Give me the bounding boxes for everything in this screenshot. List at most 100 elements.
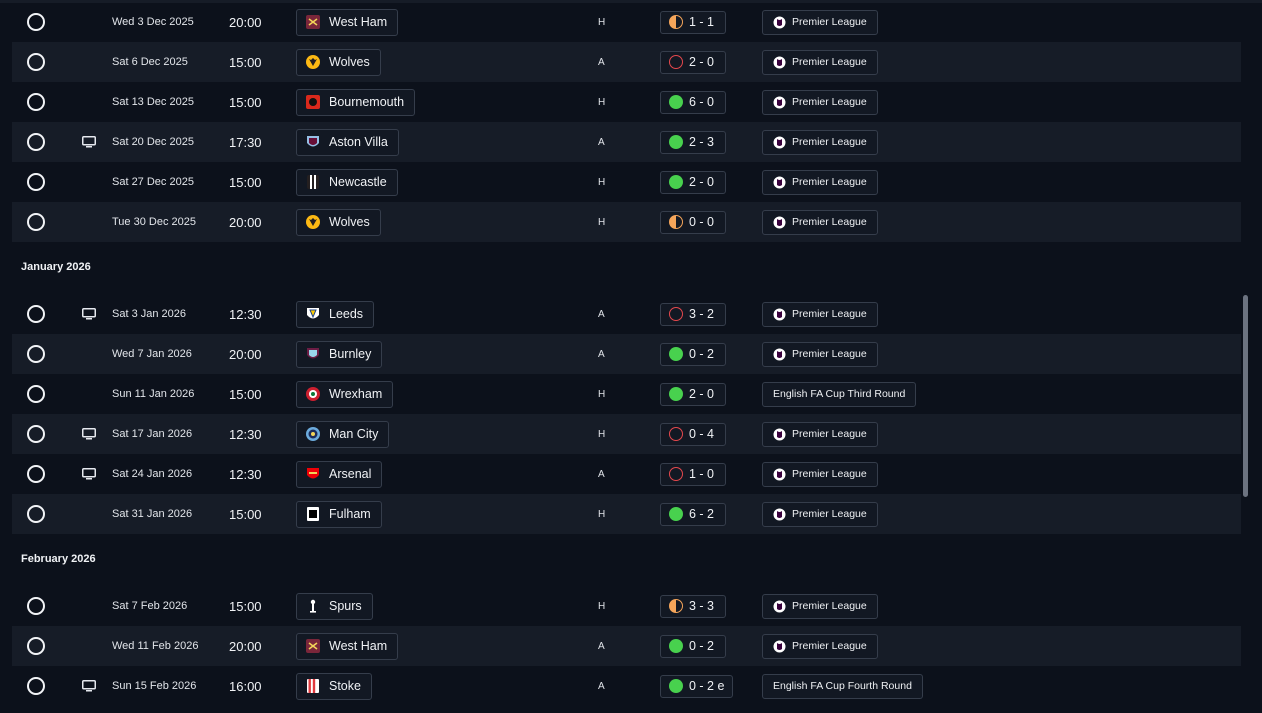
result-button[interactable]: 1 - 1	[660, 10, 726, 34]
fixture-row[interactable]: Sun 15 Feb 2026 16:00 Stoke A 0 - 2 e	[12, 666, 1241, 706]
unchecked-circle-icon[interactable]	[27, 133, 45, 151]
opponent-button[interactable]: Newcastle	[296, 168, 398, 196]
unchecked-circle-icon[interactable]	[27, 597, 45, 615]
unchecked-circle-icon[interactable]	[27, 465, 45, 483]
fixture-check-cell[interactable]	[27, 666, 49, 706]
competition-button[interactable]: Premier League	[762, 501, 878, 527]
fixture-check-cell[interactable]	[27, 626, 49, 666]
scrollbar-thumb[interactable]	[1243, 295, 1248, 497]
fixture-check-cell[interactable]	[27, 42, 49, 82]
result-button[interactable]: 1 - 0	[660, 462, 726, 486]
fixture-row[interactable]: Sat 7 Feb 2026 15:00 Spurs H 3 - 3	[12, 586, 1241, 626]
opponent-button[interactable]: Man City	[296, 420, 390, 448]
fixture-row[interactable]: Wed 11 Feb 2026 20:00 West Ham A 0 - 2	[12, 626, 1241, 666]
opponent-button[interactable]: Spurs	[296, 592, 373, 620]
unchecked-circle-icon[interactable]	[27, 93, 45, 111]
result-button[interactable]: 0 - 2	[660, 342, 726, 366]
opponent-button[interactable]: Wolves	[296, 208, 381, 236]
unchecked-circle-icon[interactable]	[27, 213, 45, 231]
unchecked-circle-icon[interactable]	[27, 677, 45, 695]
fixture-row[interactable]: Sun 11 Jan 2026 15:00 Wrexham H 2 - 0	[12, 374, 1241, 414]
result-button[interactable]: 6 - 2	[660, 502, 726, 526]
fixture-check-cell[interactable]	[27, 162, 49, 202]
competition-button[interactable]: Premier League	[762, 169, 878, 195]
result-cell: 3 - 3	[660, 586, 726, 626]
fixture-row[interactable]: Sat 13 Dec 2025 15:00 Bournemouth H 6 - …	[12, 82, 1241, 122]
fixture-check-cell[interactable]	[27, 122, 49, 162]
competition-button[interactable]: Premier League	[762, 421, 878, 447]
opponent-button[interactable]: Fulham	[296, 500, 382, 528]
fixture-check-cell[interactable]	[27, 334, 49, 374]
opponent-button[interactable]: West Ham	[296, 632, 399, 660]
fixture-check-cell[interactable]	[27, 414, 49, 454]
fixture-row[interactable]: Sat 27 Dec 2025 15:00 Newcastle H 2 - 0	[12, 162, 1241, 202]
competition-button[interactable]: Premier League	[762, 49, 878, 75]
competition-button[interactable]: Premier League	[762, 461, 878, 487]
result-cell: 1 - 1	[660, 2, 726, 42]
opponent-cell: Burnley	[296, 334, 383, 374]
competition-button[interactable]: Premier League	[762, 341, 878, 367]
unchecked-circle-icon[interactable]	[27, 305, 45, 323]
opponent-button[interactable]: Arsenal	[296, 460, 383, 488]
fixture-row[interactable]: Sat 17 Jan 2026 12:30 Man City H 0 - 4	[12, 414, 1241, 454]
unchecked-circle-icon[interactable]	[27, 637, 45, 655]
competition-button[interactable]: English FA Cup Fourth Round	[762, 673, 923, 699]
opponent-button[interactable]: Stoke	[296, 672, 372, 700]
result-button[interactable]: 2 - 0	[660, 50, 726, 74]
fixture-check-cell[interactable]	[27, 454, 49, 494]
fixture-row[interactable]: Tue 30 Dec 2025 20:00 Wolves H 0 - 0	[12, 202, 1241, 242]
score: 2 - 3	[689, 135, 715, 149]
unchecked-circle-icon[interactable]	[27, 505, 45, 523]
competition-button[interactable]: Premier League	[762, 301, 878, 327]
opponent-name: Wolves	[329, 215, 370, 229]
competition-button[interactable]: English FA Cup Third Round	[762, 381, 917, 407]
opponent-button[interactable]: Wrexham	[296, 380, 394, 408]
fixture-check-cell[interactable]	[27, 2, 49, 42]
opponent-button[interactable]: Wolves	[296, 48, 381, 76]
opponent-button[interactable]: West Ham	[296, 8, 399, 36]
fixture-row[interactable]: Wed 7 Jan 2026 20:00 Burnley A 0 - 2	[12, 334, 1241, 374]
fixture-row[interactable]: Sat 6 Dec 2025 15:00 Wolves A 2 - 0	[12, 42, 1241, 82]
unchecked-circle-icon[interactable]	[27, 385, 45, 403]
result-button[interactable]: 6 - 0	[660, 90, 726, 114]
fixture-check-cell[interactable]	[27, 374, 49, 414]
result-button[interactable]: 0 - 0	[660, 210, 726, 234]
score: 6 - 0	[689, 95, 715, 109]
competition-button[interactable]: Premier League	[762, 89, 878, 115]
competition-button[interactable]: Premier League	[762, 209, 878, 235]
result-button[interactable]: 3 - 2	[660, 302, 726, 326]
fixture-check-cell[interactable]	[27, 294, 49, 334]
fixture-check-cell[interactable]	[27, 82, 49, 122]
competition-button[interactable]: Premier League	[762, 129, 878, 155]
opponent-button[interactable]: Bournemouth	[296, 88, 416, 116]
competition-button[interactable]: Premier League	[762, 593, 878, 619]
result-button[interactable]: 2 - 0	[660, 382, 726, 406]
fixture-time: 15:00	[229, 174, 262, 190]
unchecked-circle-icon[interactable]	[27, 345, 45, 363]
result-button[interactable]: 2 - 3	[660, 130, 726, 154]
fixture-check-cell[interactable]	[27, 494, 49, 534]
opponent-button[interactable]: Leeds	[296, 300, 375, 328]
result-button[interactable]: 2 - 0	[660, 170, 726, 194]
competition-button[interactable]: Premier League	[762, 633, 878, 659]
fixture-row[interactable]: Wed 3 Dec 2025 20:00 West Ham H 1 - 1	[12, 2, 1241, 42]
fixture-row[interactable]: Sat 24 Jan 2026 12:30 Arsenal A 1 - 0	[12, 454, 1241, 494]
fixture-check-cell[interactable]	[27, 202, 49, 242]
result-button[interactable]: 0 - 2 e	[660, 674, 734, 698]
fixture-check-cell[interactable]	[27, 586, 49, 626]
result-button[interactable]: 3 - 3	[660, 594, 726, 618]
unchecked-circle-icon[interactable]	[27, 53, 45, 71]
unchecked-circle-icon[interactable]	[27, 173, 45, 191]
venue: H	[598, 428, 606, 440]
fixture-row[interactable]: Sat 20 Dec 2025 17:30 Aston Villa A 2 - …	[12, 122, 1241, 162]
unchecked-circle-icon[interactable]	[27, 425, 45, 443]
result-button[interactable]: 0 - 2	[660, 634, 726, 658]
unchecked-circle-icon[interactable]	[27, 13, 45, 31]
opponent-button[interactable]: Aston Villa	[296, 128, 399, 156]
fixture-row[interactable]: Sat 31 Jan 2026 15:00 Fulham H 6 - 2	[12, 494, 1241, 534]
fixture-row[interactable]: Sat 3 Jan 2026 12:30 Leeds A 3 - 2	[12, 294, 1241, 334]
fixture-date: Tue 30 Dec 2025	[112, 216, 196, 228]
competition-button[interactable]: Premier League	[762, 9, 878, 35]
opponent-button[interactable]: Burnley	[296, 340, 383, 368]
result-button[interactable]: 0 - 4	[660, 422, 726, 446]
